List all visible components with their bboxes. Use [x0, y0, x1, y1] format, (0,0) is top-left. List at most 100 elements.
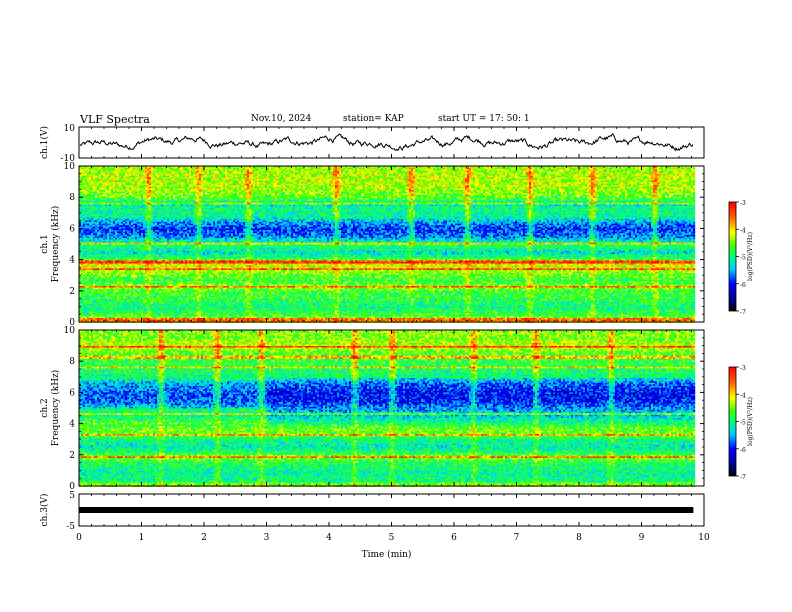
- spectrogram-cell: [169, 195, 171, 197]
- spectrogram-cell: [147, 216, 149, 218]
- spectrogram-cell: [133, 240, 135, 242]
- spectrogram-cell: [81, 257, 83, 259]
- spectrogram-cell: [81, 211, 83, 213]
- spectrogram-cell: [137, 228, 139, 230]
- spectrogram-cell: [119, 260, 121, 262]
- spectrogram-cell: [173, 307, 175, 309]
- spectrogram-cell: [141, 180, 143, 182]
- spectrogram-cell: [135, 200, 137, 202]
- spectrogram-cell: [141, 228, 143, 230]
- spectrogram-cell: [167, 283, 169, 285]
- spectrogram-cell: [117, 316, 119, 318]
- spectrogram-cell: [111, 305, 113, 307]
- spectrogram-cell: [131, 184, 133, 186]
- spectrogram-cell: [121, 297, 123, 299]
- spectrogram-cell: [143, 299, 145, 301]
- spectrogram-cell: [91, 248, 93, 250]
- spectrogram-cell: [103, 190, 105, 192]
- spectrogram-cell: [145, 296, 147, 298]
- spectrogram-cell: [125, 284, 127, 286]
- spectrogram-cell: [83, 308, 85, 310]
- spectrogram-cell: [113, 184, 115, 186]
- spectrogram-cell: [139, 294, 141, 296]
- spectrogram-cell: [121, 225, 123, 227]
- spectrogram-cell: [137, 174, 139, 176]
- spectrogram-cell: [83, 313, 85, 315]
- spectrogram-cell: [151, 264, 153, 266]
- spectrogram-cell: [165, 252, 167, 254]
- spectrogram-cell: [143, 256, 145, 258]
- spectrogram-cell: [133, 251, 135, 253]
- spectrogram-cell: [169, 251, 171, 253]
- spectrogram-cell: [89, 275, 91, 277]
- spectrogram-cell: [109, 310, 111, 312]
- spectrogram-cell: [93, 272, 95, 274]
- spectrogram-cell: [123, 278, 125, 280]
- spectrogram-cell: [93, 236, 95, 238]
- spectrogram-cell: [165, 184, 167, 186]
- spectrogram-cell: [83, 257, 85, 259]
- spectrogram-cell: [115, 235, 117, 237]
- spectrogram-cell: [109, 256, 111, 258]
- spectrogram-cell: [175, 310, 177, 312]
- spectrogram-cell: [137, 260, 139, 262]
- spectrogram-cell: [101, 187, 103, 189]
- spectrogram-cell: [123, 292, 125, 294]
- spectrogram-cell: [153, 220, 155, 222]
- spectrogram-cell: [85, 227, 87, 229]
- spectrogram-cell: [101, 172, 103, 174]
- spectrogram-cell: [121, 281, 123, 283]
- spectrogram-cell: [103, 310, 105, 312]
- spectrogram-cell: [143, 174, 145, 176]
- spectrogram-cell: [137, 264, 139, 266]
- spectrogram-cell: [113, 187, 115, 189]
- spectrogram-cell: [161, 302, 163, 304]
- spectrogram-cell: [157, 268, 159, 270]
- spectrogram-cell: [119, 217, 121, 219]
- spectrogram-cell: [117, 241, 119, 243]
- spectrogram-cell: [153, 216, 155, 218]
- spectrogram-cell: [161, 281, 163, 283]
- spectrogram-cell: [101, 262, 103, 264]
- spectrogram-cell: [175, 249, 177, 251]
- spectrogram-cell: [117, 228, 119, 230]
- spectrogram-cell: [85, 278, 87, 280]
- spectrogram-cell: [149, 238, 151, 240]
- spectrogram-cell: [141, 307, 143, 309]
- spectrogram-cell: [123, 267, 125, 269]
- spectrogram-cell: [109, 304, 111, 306]
- spectrogram-cell: [131, 225, 133, 227]
- spectrogram-cell: [83, 211, 85, 213]
- spectrogram-cell: [153, 208, 155, 210]
- spectrogram-cell: [93, 227, 95, 229]
- spectrogram-cell: [139, 219, 141, 221]
- spectrogram-cell: [151, 206, 153, 208]
- spectrogram-cell: [127, 180, 129, 182]
- spectrogram-cell: [143, 257, 145, 259]
- spectrogram-cell: [81, 251, 83, 253]
- spectrogram-cell: [145, 176, 147, 178]
- spectrogram-cell: [155, 172, 157, 174]
- spectrogram-cell: [153, 316, 155, 318]
- spectrogram-cell: [155, 224, 157, 226]
- spectrogram-cell: [167, 260, 169, 262]
- spectrogram-cell: [91, 196, 93, 198]
- spectrogram-cell: [127, 275, 129, 277]
- spectrogram-cell: [123, 297, 125, 299]
- spectrogram-cell: [147, 313, 149, 315]
- spectrogram-cell: [131, 204, 133, 206]
- spectrogram-cell: [163, 244, 165, 246]
- spectrogram-cell: [143, 185, 145, 187]
- spectrogram-cell: [131, 224, 133, 226]
- spectrogram-cell: [111, 176, 113, 178]
- spectrogram-cell: [85, 193, 87, 195]
- spectrogram-cell: [175, 214, 177, 216]
- spectrogram-cell: [151, 273, 153, 275]
- spectrogram-cell: [167, 203, 169, 205]
- spectrogram-cell: [89, 244, 91, 246]
- spectrogram-cell: [101, 198, 103, 200]
- spectrogram-cell: [155, 307, 157, 309]
- spectrogram-cell: [139, 307, 141, 309]
- spectrogram-cell: [97, 288, 99, 290]
- spectrogram-cell: [97, 316, 99, 318]
